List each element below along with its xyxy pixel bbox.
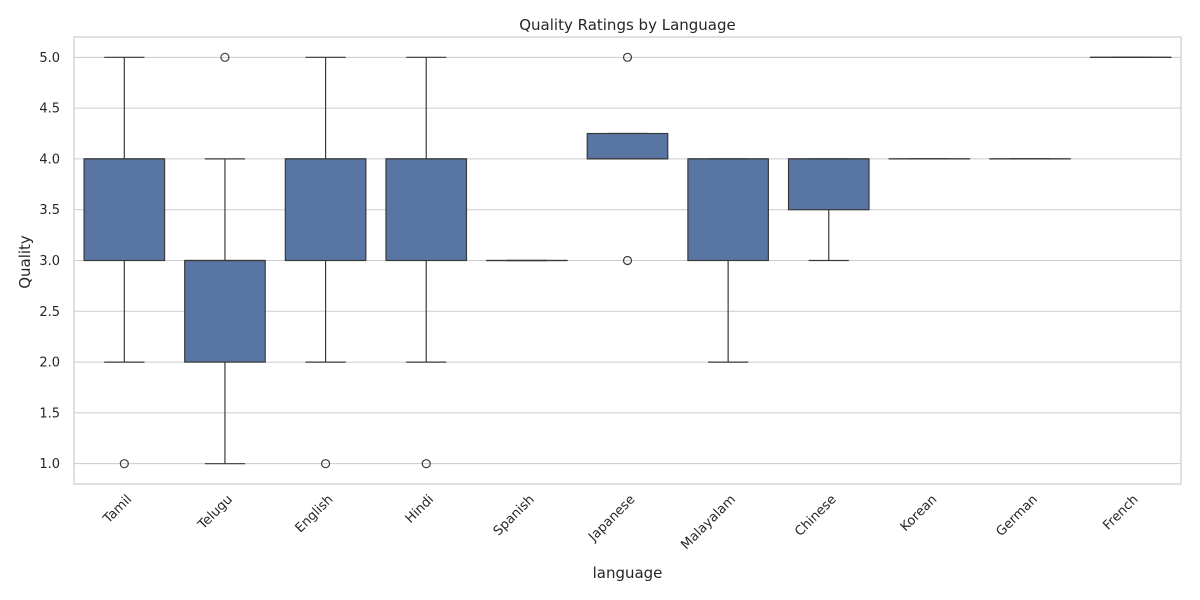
x-tick-label: German <box>993 492 1040 539</box>
y-axis-label: Quality <box>16 235 34 289</box>
y-tick-label: 5.0 <box>39 51 60 66</box>
box-telugu <box>184 52 266 465</box>
plot-frame <box>73 36 1182 485</box>
box-hindi <box>385 56 468 469</box>
y-tick-label: 3.0 <box>39 254 60 269</box>
y-tick-label: 2.5 <box>39 305 60 320</box>
outlier-point <box>622 255 633 266</box>
x-tick-label: Malayalam <box>678 492 739 553</box>
outlier-point <box>320 459 331 469</box>
iqr-box <box>586 132 669 160</box>
box-english <box>284 56 367 469</box>
box-japanese <box>586 52 669 266</box>
y-tick-label: 1.0 <box>39 457 60 472</box>
iqr-box <box>284 158 367 262</box>
x-tick-label: English <box>293 492 337 536</box>
outlier-point <box>421 459 431 469</box>
x-axis-label: language <box>593 564 663 582</box>
iqr-box <box>83 158 166 262</box>
iqr-box <box>184 259 266 363</box>
x-tick-label: Spanish <box>491 492 538 539</box>
y-tick-label: 1.5 <box>39 406 60 421</box>
y-tick-label: 2.0 <box>39 356 60 371</box>
x-tick-label: French <box>1100 492 1141 533</box>
outlier-point <box>622 52 633 62</box>
iqr-box <box>687 158 769 262</box>
x-tick-label: Telugu <box>195 492 236 533</box>
iqr-box <box>385 158 468 262</box>
y-tick-label: 4.5 <box>39 102 60 117</box>
iqr-box <box>787 158 870 211</box>
box-chinese <box>787 158 870 262</box>
x-tick-label: Tamil <box>100 492 135 527</box>
x-tick-label: Chinese <box>792 492 839 539</box>
x-tick-label: Korean <box>898 492 940 534</box>
x-tick-labels: Tamil Telugu English Hindi Spanish Japanese Ma… <box>100 492 1141 553</box>
x-tick-label: Japanese <box>585 492 638 545</box>
outlier-point <box>119 459 129 469</box>
y-tick-labels: 1.0 1.5 2.0 2.5 3.0 3.5 4.0 4.5 5.0 <box>39 51 60 472</box>
outlier-point <box>220 52 230 62</box>
y-tick-label: 3.5 <box>39 203 60 218</box>
box-malayalam <box>687 158 769 363</box>
box-tamil <box>83 56 166 469</box>
x-tick-label: Hindi <box>403 492 437 526</box>
box-layer <box>83 52 1172 469</box>
chart-title: Quality Ratings by Language <box>519 16 736 34</box>
y-tick-label: 4.0 <box>39 152 60 167</box>
